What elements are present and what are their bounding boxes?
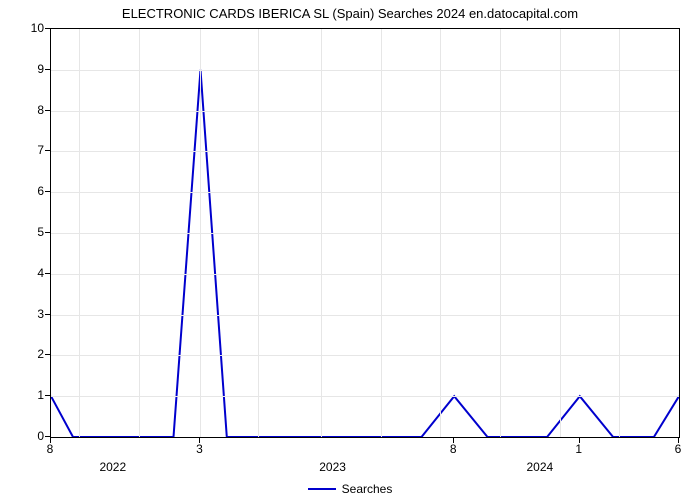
plot-area — [50, 28, 680, 438]
legend: Searches — [0, 481, 700, 496]
y-axis-tick-label: 7 — [4, 143, 44, 157]
x-axis-tick-label: 8 — [47, 442, 54, 456]
x-axis-category-label: 2022 — [99, 460, 126, 474]
y-axis-tick-label: 1 — [4, 388, 44, 402]
y-axis-tick-label: 10 — [4, 21, 44, 35]
gridline-horizontal — [51, 111, 679, 112]
y-axis-tick-label: 6 — [4, 184, 44, 198]
legend-label: Searches — [342, 482, 393, 496]
gridline-vertical — [79, 29, 80, 437]
gridline-horizontal — [51, 192, 679, 193]
gridline-horizontal — [51, 315, 679, 316]
y-axis-tick-label: 3 — [4, 307, 44, 321]
x-axis-tick — [678, 438, 679, 443]
x-axis-tick-label: 3 — [196, 442, 203, 456]
y-axis-tick — [45, 395, 50, 396]
y-axis-tick — [45, 354, 50, 355]
x-axis-tick — [50, 438, 51, 443]
gridline-horizontal — [51, 70, 679, 71]
y-axis-tick-label: 9 — [4, 62, 44, 76]
y-axis-tick-label: 5 — [4, 225, 44, 239]
y-axis-tick-label: 4 — [4, 266, 44, 280]
x-axis-category-label: 2024 — [526, 460, 553, 474]
x-axis-tick-label: 1 — [575, 442, 582, 456]
x-axis-tick-label: 8 — [450, 442, 457, 456]
gridline-horizontal — [51, 151, 679, 152]
y-axis-tick — [45, 28, 50, 29]
gridline-vertical — [381, 29, 382, 437]
y-axis-tick — [45, 232, 50, 233]
gridline-horizontal — [51, 233, 679, 234]
y-axis-tick-label: 2 — [4, 347, 44, 361]
gridline-vertical — [560, 29, 561, 437]
x-axis-tick — [453, 438, 454, 443]
legend-swatch — [308, 488, 336, 490]
gridline-horizontal — [51, 355, 679, 356]
y-axis-tick — [45, 273, 50, 274]
x-axis-tick-label: 6 — [675, 442, 682, 456]
x-axis-category-label: 2023 — [319, 460, 346, 474]
y-axis-tick — [45, 69, 50, 70]
chart-title: ELECTRONIC CARDS IBERICA SL (Spain) Sear… — [0, 6, 700, 21]
gridline-vertical — [500, 29, 501, 437]
gridline-horizontal — [51, 274, 679, 275]
x-axis-tick — [579, 438, 580, 443]
gridline-vertical — [440, 29, 441, 437]
y-axis-tick-label: 8 — [4, 103, 44, 117]
x-axis-tick — [199, 438, 200, 443]
y-axis-tick — [45, 150, 50, 151]
gridline-vertical — [258, 29, 259, 437]
gridline-horizontal — [51, 396, 679, 397]
gridline-vertical — [200, 29, 201, 437]
gridline-vertical — [321, 29, 322, 437]
y-axis-tick — [45, 110, 50, 111]
y-axis-tick — [45, 191, 50, 192]
y-axis-tick-label: 0 — [4, 429, 44, 443]
search-line-chart: ELECTRONIC CARDS IBERICA SL (Spain) Sear… — [0, 0, 700, 500]
gridline-vertical — [139, 29, 140, 437]
gridline-vertical — [619, 29, 620, 437]
y-axis-tick — [45, 436, 50, 437]
y-axis-tick — [45, 314, 50, 315]
